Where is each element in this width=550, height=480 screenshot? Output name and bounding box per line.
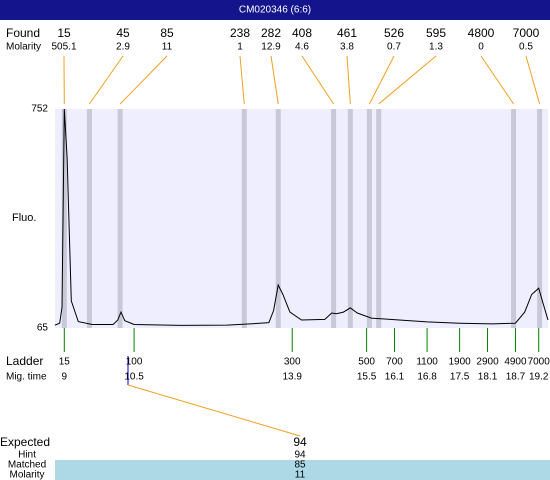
mig-time-value: 16.8 (417, 372, 437, 383)
mig-time-value: 18.7 (506, 372, 526, 383)
mig-time-value: 19.2 (529, 372, 549, 383)
molarity-value: 4.6 (295, 42, 309, 53)
matched-label: Matched (8, 460, 46, 471)
ladder-value: 1100 (416, 357, 438, 368)
found-value: 45 (116, 26, 130, 40)
plot-area (55, 109, 548, 328)
molarity-value: 2.9 (116, 42, 130, 53)
mig-time-value: 9 (62, 372, 68, 383)
molarity-value: 1 (237, 42, 243, 53)
molarity-value: 0 (478, 42, 484, 53)
found-value: 85 (160, 26, 174, 40)
molarity2-value: 11 (295, 470, 306, 480)
ladder-value: 7000 (528, 357, 550, 368)
ladder-value: 100 (126, 357, 143, 368)
peak-connector (301, 55, 335, 105)
found-value: 4800 (468, 26, 495, 40)
mig-time-value: 15.5 (357, 372, 377, 383)
peak-connector (378, 55, 437, 105)
y-tick-label: 65 (37, 323, 49, 334)
found-value: 15 (57, 26, 71, 40)
peak-connector (239, 55, 245, 105)
peak-band (511, 109, 517, 328)
mig-time-label: Mig. time (6, 372, 47, 383)
molarity2-label: Molarity (9, 470, 44, 480)
found-label: Found (6, 26, 40, 40)
molarity-value: 1.3 (429, 42, 443, 53)
ladder-value: 15 (59, 357, 71, 368)
peak-connector (89, 55, 124, 105)
matched-band (55, 460, 550, 480)
mig-time-value: 17.5 (450, 372, 470, 383)
molarity-value: 0.7 (387, 42, 401, 53)
peak-band (537, 109, 543, 328)
ladder-value: 700 (386, 357, 403, 368)
peak-band (117, 109, 123, 328)
found-value: 461 (337, 26, 357, 40)
peak-band (86, 109, 92, 328)
found-value: 595 (426, 26, 446, 40)
peak-connector (525, 55, 541, 105)
found-value: 408 (292, 26, 312, 40)
peak-band (61, 109, 67, 328)
y-axis-label: Fluo. (12, 212, 36, 224)
ladder-value: 4900 (504, 357, 527, 368)
found-value: 282 (261, 26, 281, 40)
matched-value: 85 (294, 460, 306, 471)
molarity-value: 3.8 (340, 42, 354, 53)
y-tick-label: 752 (31, 104, 48, 115)
molarity-value: 505.1 (51, 42, 76, 53)
trace (54, 108, 549, 326)
molarity-value: 0.5 (519, 42, 533, 53)
ladder-value: 2900 (476, 357, 499, 368)
mig-time-value: 10.5 (124, 372, 144, 383)
molarity-label: Molarity (6, 42, 41, 53)
molarity-value: 12.9 (261, 42, 281, 53)
expected-value: 94 (293, 435, 307, 449)
hint-label: Hint (18, 450, 36, 461)
mig-time-value: 18.1 (478, 372, 498, 383)
ladder-label: Ladder (6, 354, 43, 368)
peak-band (347, 109, 353, 328)
expected-label: Expected (0, 435, 50, 449)
found-value: 238 (230, 26, 250, 40)
peak-band (376, 109, 382, 328)
peak-band (331, 109, 337, 328)
peak-connector (119, 55, 168, 105)
peak-connector (368, 55, 395, 105)
ladder-value: 1900 (449, 357, 472, 368)
peak-band (366, 109, 372, 328)
peak-connector (270, 55, 279, 105)
peak-band (275, 109, 281, 328)
ladder-value: 500 (358, 357, 375, 368)
molarity-value: 11 (162, 42, 173, 53)
mig-time-value: 16.1 (385, 372, 405, 383)
peak-band (241, 109, 247, 328)
hint-value: 94 (294, 450, 306, 461)
found-value: 7000 (513, 26, 540, 40)
ladder-value: 300 (284, 357, 301, 368)
mig-time-value: 13.9 (282, 372, 302, 383)
title-bar (0, 0, 550, 20)
matched-connector (127, 384, 301, 437)
found-value: 526 (384, 26, 404, 40)
title: CM020346 (6:6) (239, 5, 311, 16)
peak-connector (346, 55, 351, 105)
peak-connector (480, 55, 514, 105)
